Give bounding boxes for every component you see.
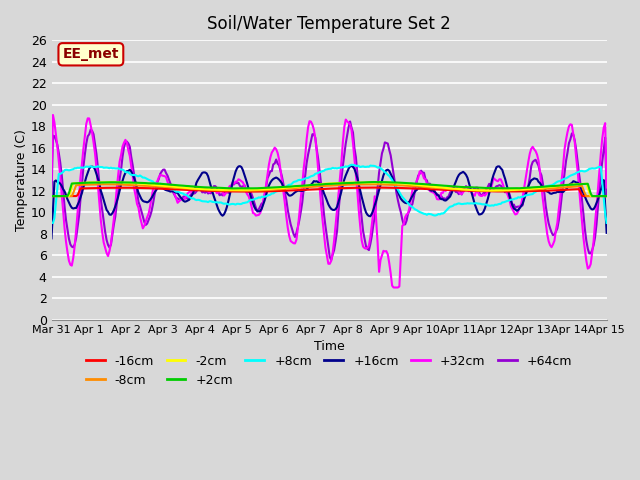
-2cm (527, 186, 535, 192)
Line: -2cm: -2cm (51, 182, 607, 196)
+2cm (333, 180, 341, 186)
Line: +64cm: +64cm (51, 121, 607, 260)
+8cm (348, 162, 355, 168)
X-axis label: Time: Time (314, 340, 344, 353)
+16cm (67, 203, 74, 208)
-16cm (84, 185, 92, 191)
-16cm (367, 185, 374, 191)
-16cm (47, 193, 55, 199)
+2cm (369, 179, 377, 185)
-8cm (47, 193, 55, 199)
+64cm (602, 135, 609, 141)
+16cm (600, 177, 607, 183)
+32cm (47, 178, 55, 183)
+64cm (529, 159, 536, 165)
-16cm (600, 193, 607, 199)
-8cm (603, 193, 611, 199)
+16cm (445, 195, 452, 201)
+8cm (445, 205, 452, 211)
+32cm (68, 263, 76, 268)
+64cm (335, 208, 342, 214)
-2cm (603, 193, 611, 199)
+64cm (603, 193, 611, 199)
Text: EE_met: EE_met (63, 48, 119, 61)
+32cm (603, 185, 611, 191)
-16cm (333, 185, 341, 191)
+8cm (333, 166, 341, 171)
+64cm (47, 193, 55, 199)
-2cm (47, 193, 55, 199)
Line: +2cm: +2cm (51, 182, 607, 196)
-8cm (371, 181, 379, 187)
Title: Soil/Water Temperature Set 2: Soil/Water Temperature Set 2 (207, 15, 451, 33)
+2cm (67, 186, 74, 192)
-8cm (527, 187, 535, 192)
+8cm (600, 196, 607, 202)
+16cm (333, 204, 341, 210)
+16cm (527, 177, 535, 183)
+16cm (603, 230, 611, 236)
+32cm (49, 112, 57, 118)
Line: -8cm: -8cm (51, 184, 607, 196)
+2cm (84, 180, 92, 186)
+8cm (603, 220, 611, 226)
-8cm (445, 186, 452, 192)
+2cm (445, 183, 452, 189)
-2cm (335, 180, 342, 186)
-16cm (603, 193, 611, 199)
+2cm (603, 193, 611, 199)
+16cm (348, 163, 355, 168)
+32cm (390, 285, 397, 290)
-8cm (84, 182, 92, 188)
+16cm (47, 236, 55, 241)
+2cm (600, 193, 607, 199)
+64cm (346, 119, 354, 124)
+64cm (446, 190, 454, 195)
-16cm (527, 188, 535, 194)
-2cm (67, 190, 74, 195)
-8cm (600, 193, 607, 199)
+8cm (527, 192, 535, 197)
-8cm (333, 182, 341, 188)
+32cm (85, 116, 93, 121)
Y-axis label: Temperature (C): Temperature (C) (15, 129, 28, 231)
+32cm (529, 144, 536, 150)
+8cm (67, 167, 74, 173)
-2cm (445, 185, 452, 191)
+32cm (602, 120, 609, 126)
Line: -16cm: -16cm (51, 188, 607, 196)
-16cm (67, 193, 74, 199)
-8cm (67, 193, 74, 199)
-2cm (84, 180, 92, 185)
-16cm (445, 187, 452, 193)
+8cm (84, 164, 92, 169)
+32cm (446, 184, 454, 190)
Line: +16cm: +16cm (51, 166, 607, 239)
+32cm (335, 191, 342, 197)
+2cm (47, 193, 55, 199)
+2cm (527, 185, 535, 191)
+8cm (47, 220, 55, 226)
-2cm (600, 193, 607, 199)
Legend: -16cm, -8cm, -2cm, +2cm, +8cm, +16cm, +32cm, +64cm: -16cm, -8cm, -2cm, +2cm, +8cm, +16cm, +3… (81, 349, 577, 392)
+64cm (84, 133, 92, 139)
+64cm (328, 257, 335, 263)
+16cm (84, 170, 92, 176)
-2cm (111, 179, 119, 185)
Line: +32cm: +32cm (51, 115, 607, 288)
+64cm (67, 241, 74, 247)
Line: +8cm: +8cm (51, 165, 607, 223)
